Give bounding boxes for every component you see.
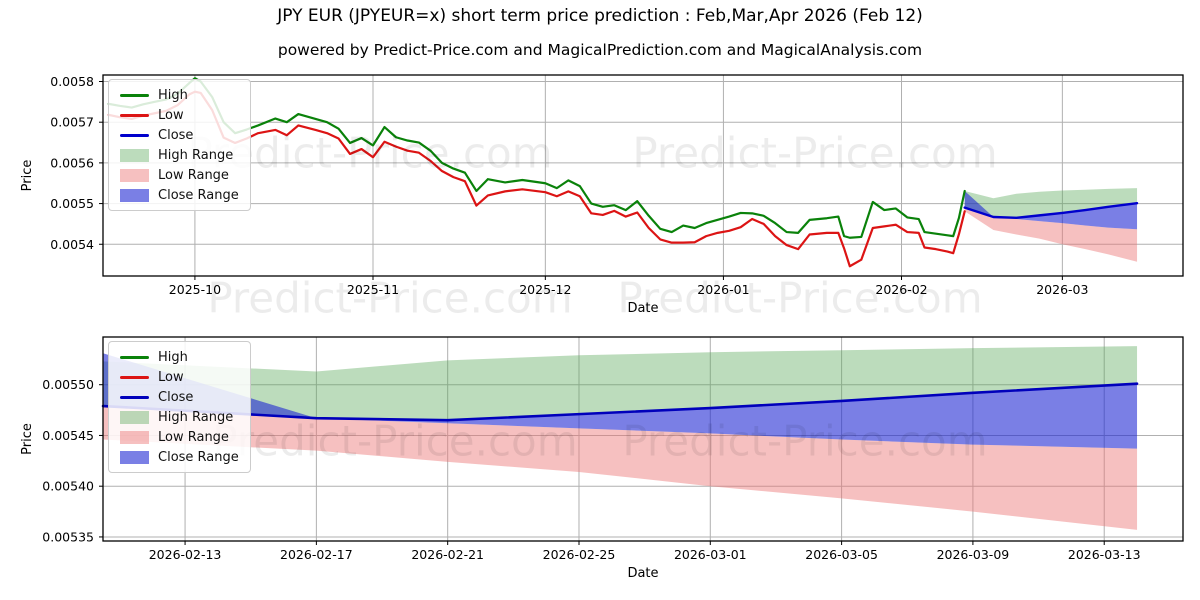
close-line [101, 382, 1139, 422]
legend-line-swatch [120, 395, 149, 399]
legend-label: Low Range [158, 429, 229, 445]
legend-label: Low [158, 369, 184, 385]
y-tick-label: 0.00545 [42, 428, 94, 443]
legend-label: Close Range [158, 449, 239, 465]
legend-item-high-range: High Range [120, 147, 239, 163]
y-tick-label: 0.0055 [50, 196, 94, 211]
legend-label: Low [158, 107, 184, 123]
legend-fill-swatch [120, 148, 149, 162]
forecast-frame [102, 336, 1184, 542]
x-tick-label: 2026-02-25 [543, 547, 616, 562]
legend-item-high: High [120, 87, 239, 103]
x-tick-label: 2026-03-09 [937, 547, 1010, 562]
legend-item-close: Close [120, 389, 239, 405]
legend-item-close: Close [120, 127, 239, 143]
legend-label: Close Range [158, 187, 239, 203]
legend-item-close-range: Close Range [120, 449, 239, 465]
legend-item-low: Low [120, 107, 239, 123]
legend-label: High Range [158, 409, 234, 425]
legend-item-low: Low [120, 369, 239, 385]
low-range-band [103, 406, 1138, 530]
figure-title: JPY EUR (JPYEUR=x) short term price pred… [277, 6, 923, 26]
history-frame [102, 74, 1184, 277]
close-range-band [964, 190, 1138, 230]
forecast-legend: High Low Close High Range Low Range Close Ran… [108, 341, 251, 473]
legend-fill-swatch [120, 188, 149, 202]
x-tick-label: 2026-02-17 [280, 547, 353, 562]
low-range-band [964, 207, 1138, 262]
legend-line-swatch [120, 355, 149, 359]
history-y-axis-label: Price [20, 160, 35, 192]
x-tick-label: 2026-03-13 [1068, 547, 1141, 562]
x-tick-label: 2026-01 [697, 282, 749, 297]
x-tick-label: 2026-02-21 [411, 547, 484, 562]
x-tick-label: 2025-11 [347, 282, 399, 297]
x-tick-label: 2026-03-01 [674, 547, 747, 562]
high-range-band [103, 346, 1138, 421]
x-tick-label: 2026-03 [1036, 282, 1088, 297]
x-tick-label: 2026-02-13 [149, 547, 222, 562]
y-tick-label: 0.0058 [50, 74, 94, 89]
legend-label: Close [158, 127, 194, 143]
close-range-band [103, 353, 1138, 449]
legend-label: Low Range [158, 167, 229, 183]
x-tick-label: 2025-12 [519, 282, 571, 297]
legend-item-high: High [120, 349, 239, 365]
legend-item-low-range: Low Range [120, 429, 239, 445]
legend-fill-swatch [120, 168, 149, 182]
x-tick-label: 2026-02 [875, 282, 927, 297]
figure-subtitle: powered by Predict-Price.com and Magical… [277, 41, 923, 59]
x-tick-label: 2025-10 [169, 282, 221, 297]
x-tick-label: 2026-03-05 [805, 547, 878, 562]
y-tick-label: 0.00550 [42, 377, 94, 392]
legend-line-swatch [120, 133, 149, 137]
legend-fill-swatch [120, 430, 149, 444]
high-range-band [964, 188, 1138, 218]
y-tick-label: 0.00535 [42, 529, 94, 544]
legend-label: High [158, 87, 188, 103]
legend-fill-swatch [120, 450, 149, 464]
history-legend: High Low Close High Range Low Range Close Ran… [108, 79, 251, 211]
forecast-x-axis-label: Date [627, 566, 658, 581]
legend-label: High Range [158, 147, 234, 163]
history-x-axis-label: Date [627, 301, 658, 316]
legend-label: High [158, 349, 188, 365]
y-tick-label: 0.0056 [50, 155, 94, 170]
legend-line-swatch [120, 93, 149, 97]
forecast-y-axis-label: Price [20, 423, 35, 455]
forecast-chart: 2026-02-13 2026-02-17 2026-02-21 2026-02-25… [20, 336, 1184, 581]
legend-label: Close [158, 389, 194, 405]
legend-fill-swatch [120, 410, 149, 424]
legend-line-swatch [120, 375, 149, 379]
y-tick-label: 0.0057 [50, 115, 94, 130]
y-tick-label: 0.00540 [42, 479, 94, 494]
y-tick-label: 0.0054 [50, 237, 94, 252]
legend-item-low-range: Low Range [120, 167, 239, 183]
legend-item-high-range: High Range [120, 409, 239, 425]
close-line [963, 201, 1139, 220]
legend-line-swatch [120, 113, 149, 117]
legend-item-close-range: Close Range [120, 187, 239, 203]
